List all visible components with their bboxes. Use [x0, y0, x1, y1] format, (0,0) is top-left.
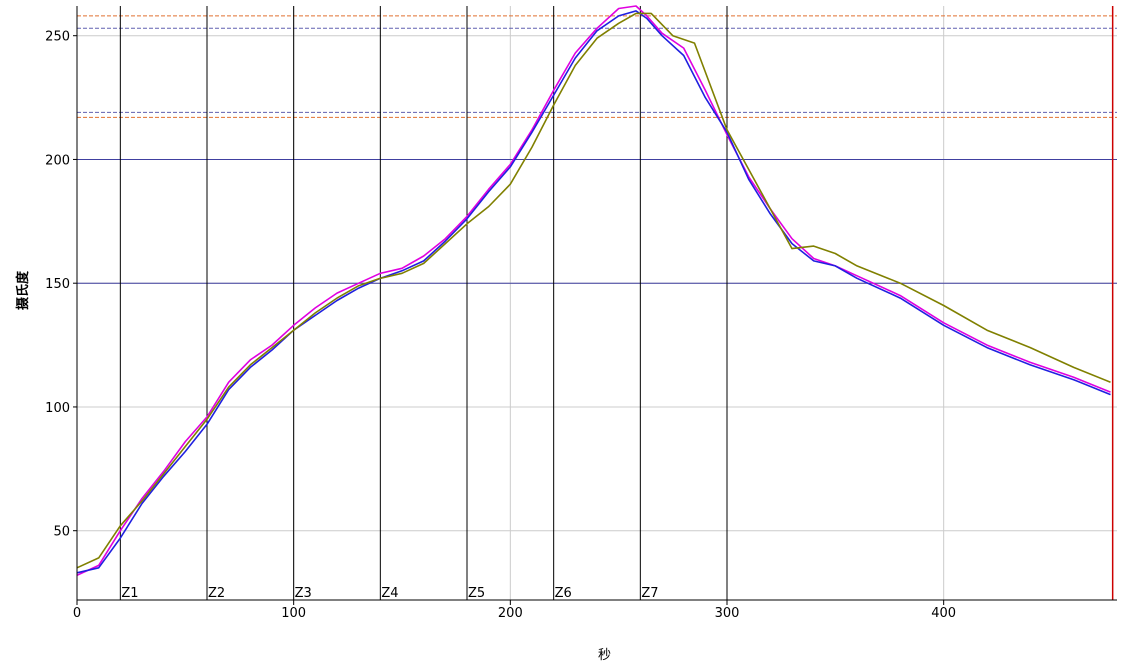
y-tick-label: 200 [45, 153, 70, 168]
x-tick-label: 0 [73, 606, 81, 621]
series-line [76, 10, 1111, 574]
axes [76, 6, 1117, 601]
x-tick-label: 100 [281, 606, 306, 621]
y-tick-label: 150 [45, 277, 70, 292]
zone-dividers: Z1 Z2 Z3 Z4 Z5 Z6 Z7 [119, 6, 728, 601]
series-line [76, 5, 1111, 577]
reference-lines [77, 6, 1117, 600]
series-lines [76, 5, 1111, 577]
series-line [76, 12, 1111, 569]
zone-label: Z5 [468, 586, 485, 601]
x-tick-label: 300 [715, 606, 740, 621]
tick-labels: 0 100 200 300 400 50 100 150 200 250 [45, 30, 956, 621]
y-tick-label: 50 [53, 525, 70, 540]
zone-label: Z7 [641, 586, 658, 601]
y-tick-label: 100 [45, 401, 70, 416]
zone-label: Z1 [121, 586, 138, 601]
zone-label: Z6 [555, 586, 572, 601]
y-axis-label: 摄氏度 [16, 270, 31, 310]
zone-label: Z3 [295, 586, 312, 601]
grid [76, 6, 1117, 600]
x-tick-label: 400 [931, 606, 956, 621]
zone-label: Z2 [208, 586, 225, 601]
y-tick-label: 250 [45, 30, 70, 45]
x-tick-label: 200 [498, 606, 523, 621]
x-axis-label: 秒 [598, 648, 612, 663]
zone-label: Z4 [381, 586, 398, 601]
